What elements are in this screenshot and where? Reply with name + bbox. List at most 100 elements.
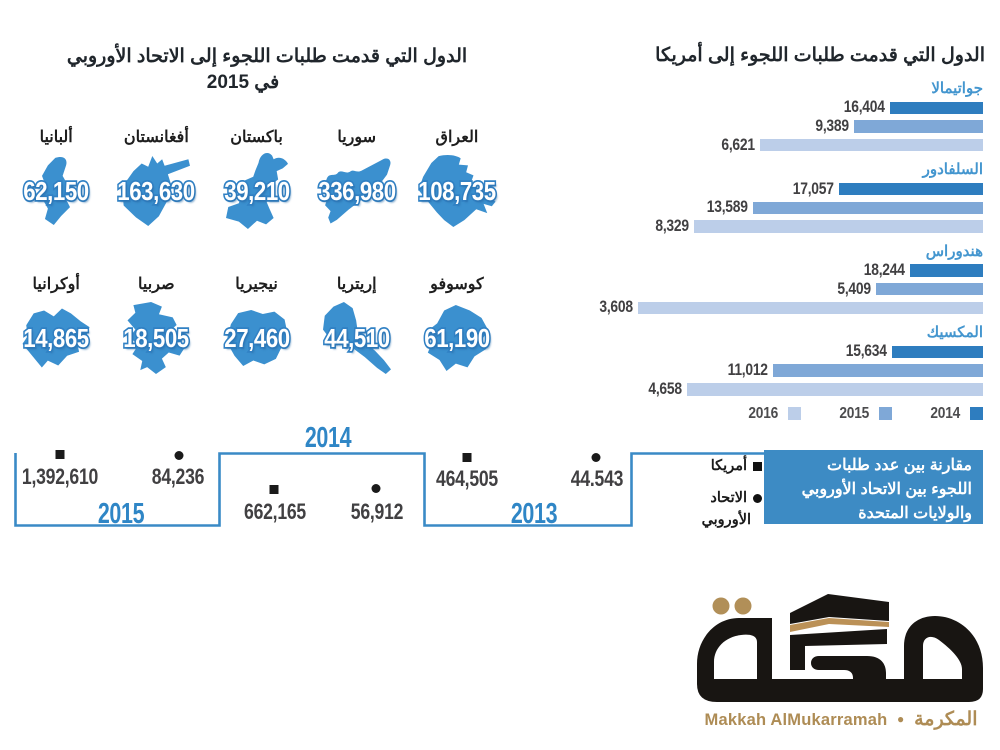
timeline-legend: أمريكا الاتحاد الأوروبي: [632, 452, 762, 528]
ukraine-map-icon: [22, 308, 90, 368]
eu-country-value-outline: 62,150: [22, 176, 91, 206]
eu-country-name: أوكرانيا: [32, 276, 80, 293]
kosovo-map-icon: [425, 305, 489, 371]
eu-country-mapbox: 62,150 62,150: [6, 150, 106, 232]
eu-country-value: 163,630 163,630: [71, 176, 242, 206]
eu-country-mapbox: 27,460 27,460: [206, 297, 306, 379]
eu-country-value-outline: 27,460: [222, 323, 291, 353]
us-bar-value: 15,634: [846, 342, 887, 361]
us-bar-value: 3,608: [599, 298, 634, 317]
syria-map-icon: [323, 158, 391, 224]
eu-country-value-outline: 108,735: [417, 176, 498, 206]
logo-caption-arabic: المكرمة: [914, 709, 978, 730]
eu-circle-marker: [753, 493, 762, 503]
eu-chart-title-line2: في 2015: [206, 72, 280, 93]
us-bar-row: 3,608: [583, 298, 983, 316]
us-bar: [694, 220, 983, 233]
eu-country-value-text: 61,190: [424, 323, 490, 353]
logo-taa-marbuta-glyph: [697, 618, 772, 682]
us-bar-value: 18,244: [864, 261, 905, 279]
us-bar: [892, 345, 983, 359]
eu-country-name: سوريا: [337, 129, 377, 146]
eu-country-cell: أفغانستان 163,630 163,630: [106, 124, 206, 232]
eu-country-value-outline: 336,980: [317, 176, 398, 206]
us-bar-row: 8,329: [583, 217, 983, 235]
us-chart-section: جواتيمالا 16,404 9,389 6,621: [583, 79, 983, 154]
timeline-year-label: 2015: [97, 498, 145, 530]
comparison-line3: والولايات المتحدة: [858, 505, 972, 522]
makkah-newspaper-logo: [697, 594, 983, 702]
us-bar-row: 6,621: [583, 136, 983, 154]
us-bar-value: 9,389: [815, 116, 850, 135]
eritrea-map-icon: [322, 302, 391, 374]
eu-country-value-text: 163,630: [117, 176, 196, 206]
logo-meem-glyph: [904, 616, 983, 682]
us-legend-item: 2015: [837, 405, 893, 423]
logo-baseline-bar: [697, 679, 983, 702]
eu-country-cell: صربيا 18,505 18,505: [106, 271, 206, 379]
eu-country-name: ألبانيا: [39, 129, 73, 146]
timeline-circle-marker: [591, 453, 601, 462]
us-bar: [753, 201, 983, 215]
eu-country-value-outline: 44,510: [323, 323, 392, 353]
timeline-value: 56,912: [350, 499, 404, 524]
eu-country-value: 108,735 108,735: [371, 176, 542, 206]
eu-country-mapbox: 14,865 14,865: [6, 297, 106, 379]
us-bar-row: 15,634: [583, 342, 983, 360]
logo-kaf-top-stroke: [790, 629, 887, 670]
us-chart-legend: 2016 2015 2014: [583, 405, 983, 423]
eu-country-value: 61,190 61,190: [371, 323, 542, 353]
eu-country-cell: كوسوفو 61,190 61,190: [407, 271, 507, 379]
logo-caption-dot: ●: [897, 712, 905, 726]
eu-country-cell: باكستان 39,210 39,210: [206, 124, 306, 232]
legend-america-label: أمريكا: [710, 458, 747, 474]
us-bar: [854, 120, 983, 133]
eu-country-name: أفغانستان: [123, 129, 189, 146]
eu-country-name: نيجيريا: [235, 276, 278, 293]
eu-country-value-outline: 163,630: [116, 176, 197, 206]
legend-eu-label-2: الأوروبي: [701, 512, 751, 528]
eu-country-name: صربيا: [138, 276, 175, 293]
timeline-value: 464,505: [436, 466, 498, 491]
kaaba-gold-band: [790, 618, 889, 632]
eu-country-value-outline: 61,190: [423, 323, 492, 353]
us-bar-row: 17,057: [583, 180, 983, 198]
eu-country-value-text: 18,505: [123, 323, 190, 353]
us-country-label: جواتيمالا: [931, 80, 983, 97]
us-legend-item: 2016: [746, 405, 802, 423]
us-bar: [910, 264, 983, 277]
logo-dots: [712, 597, 752, 615]
us-bar-value: 8,329: [655, 217, 690, 235]
eu-country-mapbox: 336,980 336,980: [307, 150, 407, 232]
us-legend-year: 2014: [930, 404, 961, 422]
timeline-square-marker: [462, 453, 472, 462]
kaaba-roof-icon: [790, 594, 889, 624]
timeline-year-label: 2013: [510, 498, 558, 530]
timeline-value: 1,392,610: [21, 464, 99, 489]
eu-country-mapbox: 44,510 44,510: [307, 297, 407, 379]
us-chart-section: السلفادور 17,057 13,589 8,329: [583, 160, 983, 235]
eu-country-value: 336,980 336,980: [271, 176, 442, 206]
timeline-value: 44.543: [570, 466, 624, 491]
timeline-value: 84,236: [151, 464, 205, 489]
us-bar-value: 11,012: [727, 361, 768, 380]
eu-country-mapbox: 18,505 18,505: [106, 297, 206, 379]
us-bar-row: 11,012: [583, 361, 983, 380]
eu-country-name: باكستان: [230, 129, 283, 146]
us-legend-swatch: [969, 406, 983, 421]
us-bar: [876, 282, 983, 296]
us-bar-value: 5,409: [837, 279, 872, 298]
us-chart-title: الدول التي قدمت طلبات اللجوء إلى أمريكا: [655, 45, 985, 66]
us-bar: [890, 101, 983, 114]
us-bar: [839, 182, 983, 196]
us-chart-section: هندوراس 18,244 5,409 3,608: [583, 242, 983, 316]
us-bar-row: 5,409: [583, 279, 983, 298]
eu-country-value-outline: 39,210: [222, 176, 291, 206]
albania-map-icon: [42, 157, 71, 225]
eu-country-cell: أوكرانيا 14,865 14,865: [6, 271, 106, 379]
iraq-map-icon: [418, 155, 496, 227]
eu-country-mapbox: 39,210 39,210: [206, 150, 306, 232]
timeline-value: 662,165: [244, 499, 306, 524]
